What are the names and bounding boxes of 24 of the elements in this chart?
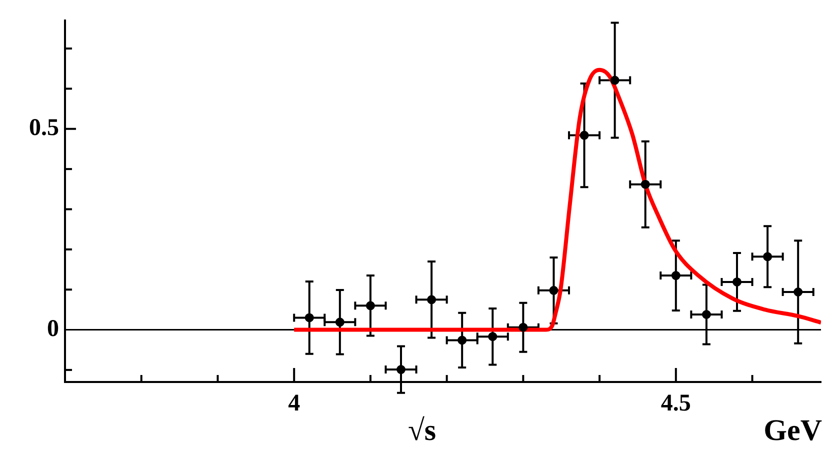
point xyxy=(794,288,803,296)
point xyxy=(732,277,742,286)
x-axis-title: √s xyxy=(408,414,436,447)
point xyxy=(671,271,680,280)
point xyxy=(610,76,620,85)
point xyxy=(702,310,711,319)
text: GeV xyxy=(764,414,822,447)
point xyxy=(580,130,589,140)
x-tick-label: 4.5 xyxy=(660,390,691,417)
point xyxy=(458,336,467,345)
point xyxy=(549,286,558,295)
point xyxy=(640,180,650,189)
point xyxy=(396,365,406,374)
point xyxy=(763,252,772,262)
point xyxy=(304,313,314,322)
x-tick-label: 4 xyxy=(288,390,300,417)
point xyxy=(335,318,344,327)
y-tick-label: 0 xyxy=(47,316,59,342)
point xyxy=(488,332,498,342)
line-series xyxy=(292,68,821,332)
point xyxy=(366,301,375,310)
point xyxy=(518,322,528,332)
y-tick-label: 0.5 xyxy=(29,115,59,142)
point xyxy=(427,295,436,304)
